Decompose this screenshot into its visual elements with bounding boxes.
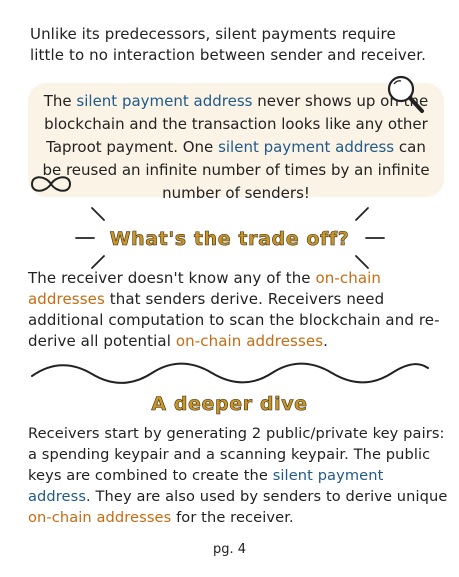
intro-line-2: little to no interaction between sender … [30,46,426,64]
intro-line-1: Unlike its predecessors, silent payments… [30,25,396,43]
deeper-dive-paragraph: Receivers start by generating 2 public/p… [28,425,448,526]
callout-text: The silent payment address never shows u… [42,92,430,202]
burst-lines-icon [75,207,385,269]
infinity-icon [30,176,72,192]
term-silent-payment-address: silent payment address [28,467,384,505]
heading-deeper-dive: A deeper dive [151,393,308,416]
term-on-chain-addresses: on-chain addresses [28,509,172,526]
term-on-chain-addresses: on-chain addresses [28,269,382,308]
term-silent-payment-address: silent payment address [76,92,253,110]
heading-trade-off: What's the trade off? [109,228,350,251]
wavy-divider-icon [31,362,429,384]
trade-off-paragraph: The receiver doesn't know any of the on-… [28,269,440,350]
page-number: pg. 4 [212,542,247,557]
magnifier-icon [387,75,424,113]
term-silent-payment-address: silent payment address [218,138,395,156]
term-on-chain-addresses: on-chain addresses [175,332,324,350]
intro-paragraph: Unlike its predecessors, silent payments… [30,24,445,66]
callout-box: The silent payment address never shows u… [28,83,444,202]
